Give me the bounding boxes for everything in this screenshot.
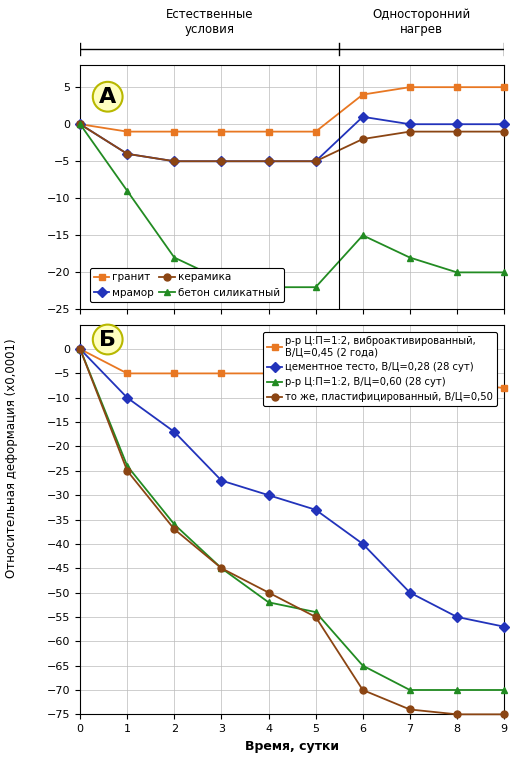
Text: Односторонний
нагрев: Односторонний нагрев xyxy=(373,8,471,36)
Text: А: А xyxy=(99,87,116,107)
Legend: гранит, мрамор, керамика, бетон силикатный: гранит, мрамор, керамика, бетон силикатн… xyxy=(89,268,284,302)
Text: Естественные
условия: Естественные условия xyxy=(166,8,253,36)
X-axis label: Время, сутки: Время, сутки xyxy=(245,740,339,753)
Text: Относительная деформация (х0,0001): Относительная деформация (х0,0001) xyxy=(5,338,18,578)
Text: Б: Б xyxy=(99,329,116,349)
Legend: р-р Ц:П=1:2, виброактивированный,
В/Ц=0,45 (2 года), цементное тесто, В/Ц=0,28 (: р-р Ц:П=1:2, виброактивированный, В/Ц=0,… xyxy=(263,332,497,406)
